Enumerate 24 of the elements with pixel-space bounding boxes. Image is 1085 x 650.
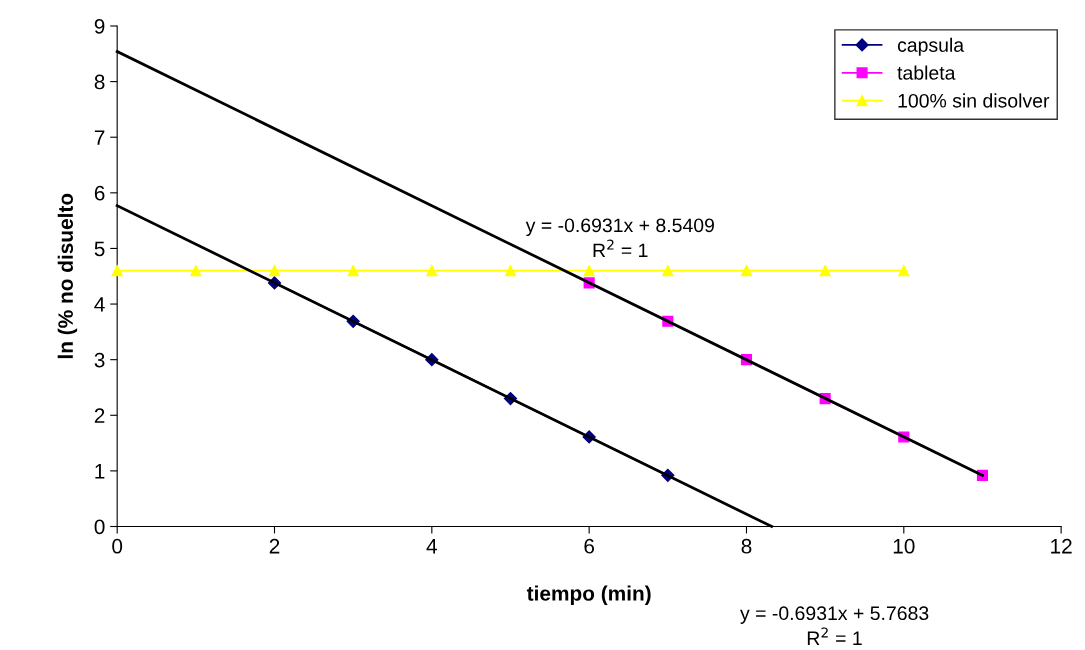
legend-label: tableta xyxy=(897,65,956,80)
x-tick-label: 12 xyxy=(1051,538,1072,554)
y-tick-label: 1 xyxy=(95,464,105,479)
x-tick-label: 10 xyxy=(893,538,915,554)
y-tick-label: 4 xyxy=(94,297,105,312)
x-tick-label: 8 xyxy=(741,538,752,554)
legend-label: capsula xyxy=(897,37,965,56)
x-axis-title: tiempo (min) xyxy=(526,585,651,605)
x-tick-label: 0 xyxy=(112,538,123,554)
x-tick-label: 4 xyxy=(426,539,438,554)
x-tick-label: 6 xyxy=(584,538,595,554)
y-tick-label: 5 xyxy=(94,241,105,257)
text: y = -0.6931x + 5.7683 R$^{2}$ = 1 xyxy=(740,606,929,645)
x-tick-label: 2 xyxy=(269,538,280,554)
y-tick-label: 9 xyxy=(94,19,105,34)
y-axis-title: ln (% no disuelto xyxy=(57,193,78,359)
legend-label: 100% sin disolver xyxy=(898,93,1050,108)
y-tick-label: 2 xyxy=(94,408,105,423)
y-tick-label: 0 xyxy=(94,519,105,535)
annotation: y = -0.6931x + 8.5409 R$^{2}$ = 1 xyxy=(525,218,714,258)
y-tick-label: 6 xyxy=(94,185,105,201)
y-tick-label: 8 xyxy=(94,74,105,90)
y-tick-label: 7 xyxy=(94,130,105,145)
y-tick-label: 3 xyxy=(94,352,105,368)
